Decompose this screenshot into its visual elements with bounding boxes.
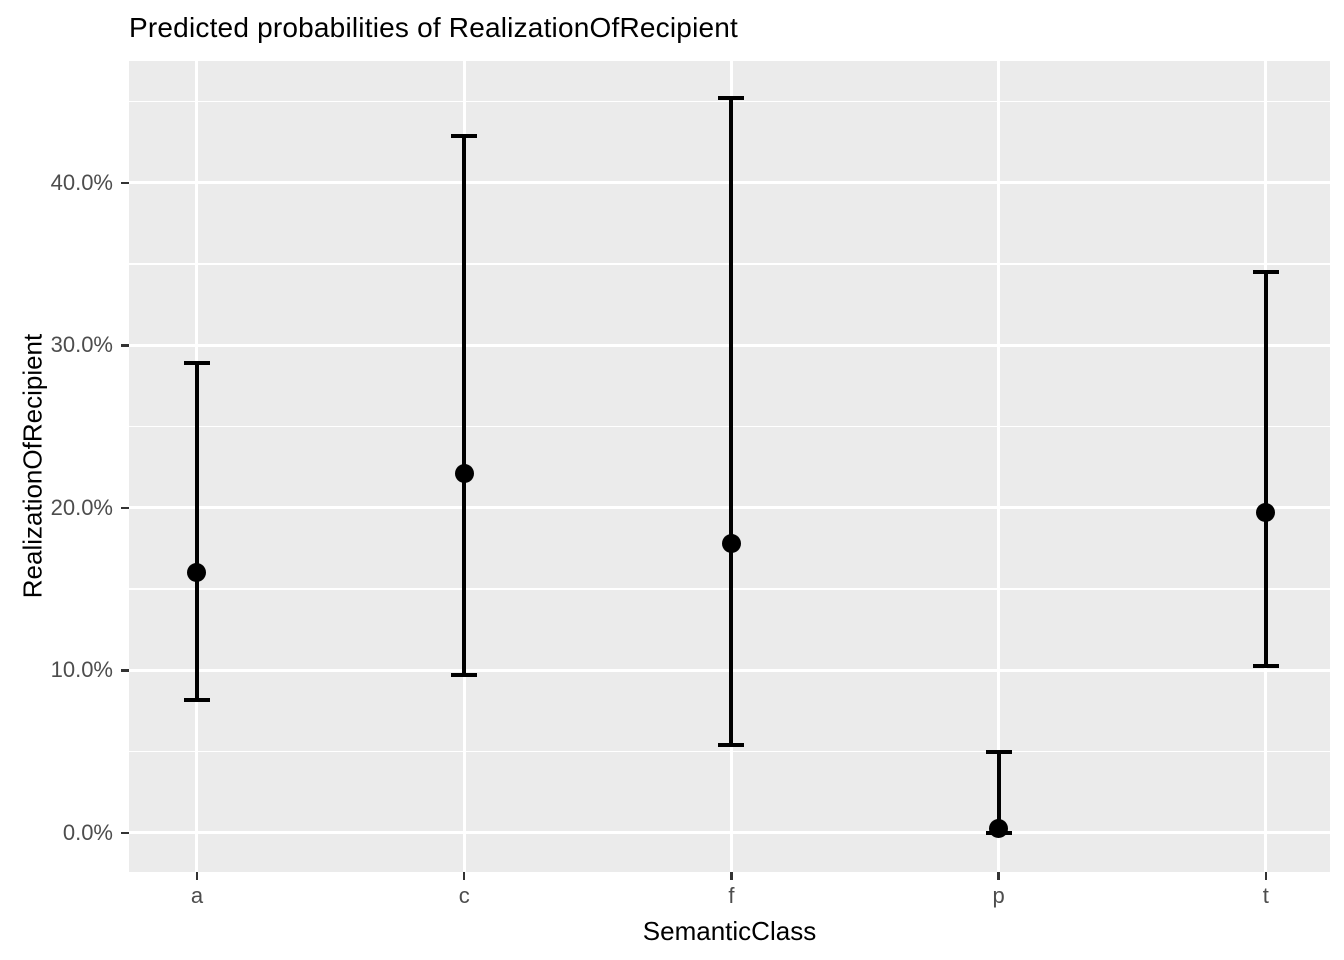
- x-tick-label-t: t: [1262, 883, 1269, 908]
- errorbar-cap-upper-f: [718, 96, 745, 101]
- errorbar-cap-upper-t: [1252, 270, 1279, 275]
- errorbar-cap-lower-a: [183, 697, 210, 702]
- point-estimate-p: [989, 818, 1009, 838]
- y-tick-label: 30.0%: [50, 332, 113, 358]
- y-tick-mark: [121, 669, 129, 672]
- point-estimate-c: [454, 464, 474, 484]
- x-tick-label-f: f: [728, 883, 735, 908]
- y-tick-label: 0.0%: [62, 819, 113, 845]
- errorbar-cap-lower-t: [1252, 663, 1279, 668]
- errorbar-line-c: [462, 135, 467, 676]
- x-tick-label-c: c: [458, 883, 470, 908]
- y-tick-label: 40.0%: [50, 169, 113, 195]
- x-tick-mark: [730, 872, 733, 880]
- x-axis-title: SemanticClass: [642, 916, 817, 946]
- y-tick-label: 20.0%: [50, 494, 113, 520]
- plot-title: Predicted probabilities of RealizationOf…: [129, 12, 739, 43]
- x-tick-mark: [997, 872, 1000, 880]
- gridline-vertical-p: [997, 61, 1001, 872]
- x-tick-mark: [462, 872, 466, 880]
- gridline-major: [129, 831, 1330, 835]
- y-axis-title: RealizationOfRecipient: [17, 333, 48, 599]
- point-estimate-t: [1256, 503, 1276, 523]
- x-tick-mark: [195, 872, 199, 880]
- errorbar-cap-upper-p: [985, 749, 1012, 754]
- errorbar-line-f: [729, 98, 734, 746]
- x-tick-mark: [1264, 872, 1268, 880]
- errorbar-cap-upper-a: [183, 361, 210, 366]
- point-estimate-a: [187, 563, 207, 583]
- errorbar-cap-lower-c: [451, 673, 478, 678]
- errorbar-line-p: [996, 751, 1001, 833]
- y-tick-mark: [121, 181, 129, 185]
- y-tick-mark: [121, 506, 129, 510]
- errorbar-line-t: [1263, 272, 1268, 666]
- point-estimate-f: [721, 534, 741, 554]
- x-tick-label-p: p: [992, 883, 1005, 908]
- y-tick-label: 10.0%: [50, 657, 113, 683]
- gridline-minor: [129, 750, 1330, 753]
- errorbar-line-a: [194, 363, 199, 700]
- errorbar-cap-upper-c: [451, 133, 478, 138]
- errorbar-cap-lower-f: [718, 743, 745, 748]
- plot-panel: [129, 61, 1330, 872]
- y-tick-mark: [121, 344, 129, 347]
- x-tick-label-a: a: [190, 883, 204, 908]
- y-tick-mark: [121, 831, 129, 835]
